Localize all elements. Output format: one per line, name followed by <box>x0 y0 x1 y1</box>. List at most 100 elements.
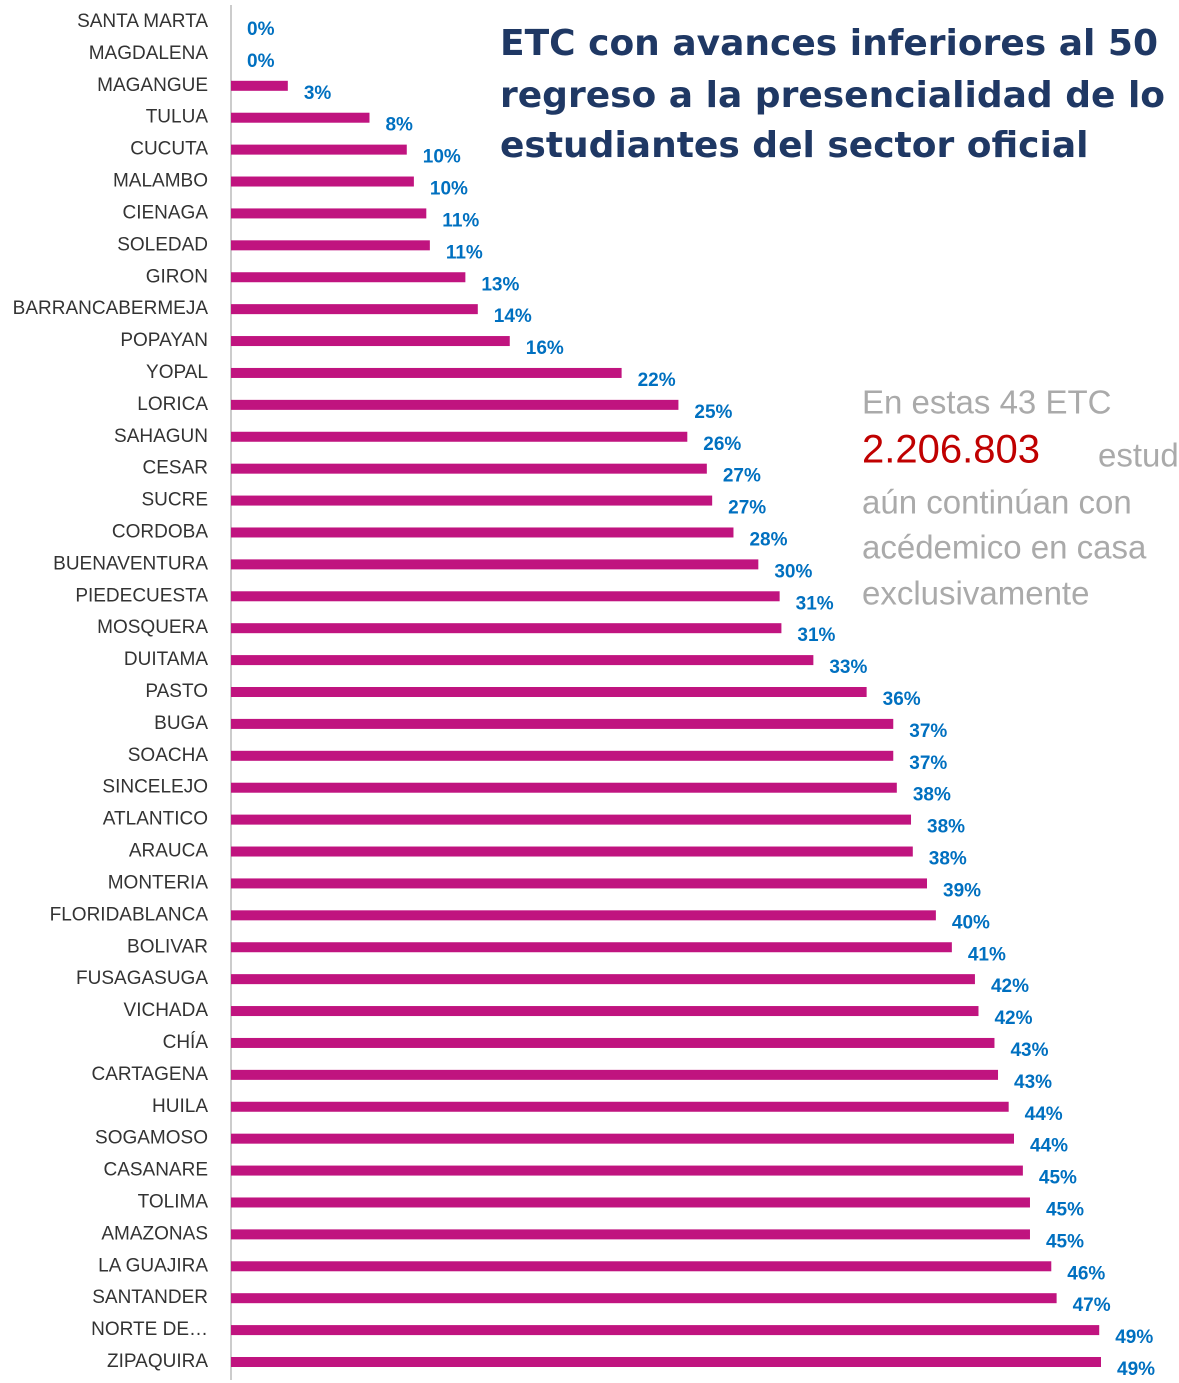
bar <box>231 1165 1023 1176</box>
value-label: 43% <box>1010 1040 1048 1061</box>
value-label: 46% <box>1067 1263 1105 1284</box>
category-label: FLORIDABLANCA <box>50 904 209 925</box>
category-label: FUSAGASUGA <box>76 968 208 989</box>
value-label: 39% <box>943 880 981 901</box>
annotation-number: 2.206.803 <box>862 428 1040 472</box>
bar <box>231 687 867 697</box>
title-line: regreso a la presencialidad de lo <box>500 75 1165 116</box>
value-label: 49% <box>1117 1359 1155 1380</box>
bar <box>231 1197 1030 1208</box>
value-label: 31% <box>796 593 834 614</box>
category-label: SANTANDER <box>92 1287 208 1308</box>
bar <box>231 1229 1030 1240</box>
bar <box>231 336 510 347</box>
category-label: YOPAL <box>146 362 208 383</box>
value-label: 11% <box>446 242 483 263</box>
bar <box>231 144 407 155</box>
bar <box>231 112 370 123</box>
value-label: 47% <box>1073 1295 1111 1316</box>
category-label: CARTAGENA <box>92 1064 209 1085</box>
bar <box>231 367 622 378</box>
bar <box>231 304 478 315</box>
bar <box>231 1037 995 1048</box>
bar <box>231 910 936 921</box>
bar <box>231 1133 1014 1144</box>
value-label: 45% <box>1046 1231 1084 1252</box>
value-label: 27% <box>723 466 761 487</box>
bar <box>231 942 952 953</box>
category-label: AMAZONAS <box>101 1223 208 1244</box>
value-label: 8% <box>385 115 413 136</box>
bar <box>231 463 707 474</box>
category-label: ZIPAQUIRA <box>107 1351 208 1372</box>
value-label: 38% <box>927 817 965 838</box>
category-label: SINCELEJO <box>102 777 208 798</box>
value-label: 42% <box>994 1008 1032 1029</box>
category-label: ARAUCA <box>129 841 209 862</box>
category-label: CIENAGA <box>122 202 208 223</box>
bar <box>231 1293 1057 1304</box>
bar <box>231 272 466 283</box>
category-label: MAGDALENA <box>89 43 209 64</box>
value-label: 44% <box>1030 1136 1068 1157</box>
value-label: 3% <box>304 83 332 104</box>
category-label: CUCUTA <box>130 139 208 160</box>
category-label: PASTO <box>145 681 208 702</box>
category-label: BUGA <box>154 713 208 734</box>
category-label: MALAMBO <box>113 171 208 192</box>
bar <box>231 750 894 761</box>
bar <box>231 495 713 506</box>
category-label: BUENAVENTURA <box>53 553 208 574</box>
category-label: MAGANGUE <box>97 75 208 96</box>
value-label: 37% <box>909 721 947 742</box>
annotation: exclusivamente <box>862 575 1089 612</box>
bar <box>231 1006 979 1017</box>
value-label: 13% <box>481 274 519 295</box>
category-label: BARRANCABERMEJA <box>13 298 209 319</box>
value-label: 16% <box>526 338 564 359</box>
bar <box>231 527 734 538</box>
category-label: SAHAGUN <box>114 426 208 447</box>
category-label: MONTERIA <box>108 872 209 893</box>
category-label: HUILA <box>152 1096 208 1117</box>
bar <box>231 399 679 410</box>
value-label: 30% <box>774 561 812 582</box>
bar <box>231 208 427 219</box>
bar <box>231 1325 1100 1336</box>
bar <box>231 1101 1009 1112</box>
category-label: LORICA <box>137 394 208 415</box>
category-label: BOLIVAR <box>127 936 208 957</box>
bar <box>231 623 782 634</box>
category-label: POPAYAN <box>120 330 208 351</box>
category-label: VICHADA <box>124 1000 209 1021</box>
value-label: 14% <box>494 306 532 327</box>
bar <box>231 974 975 985</box>
bar <box>231 559 759 570</box>
category-label: LA GUAJIRA <box>98 1255 208 1276</box>
value-label: 41% <box>968 944 1006 965</box>
value-label: 45% <box>1046 1199 1084 1220</box>
value-label: 44% <box>1025 1104 1063 1125</box>
category-label: SOLEDAD <box>117 234 208 255</box>
category-label: SOGAMOSO <box>95 1128 208 1149</box>
annotation: acédemico en casa <box>862 529 1147 566</box>
category-label: CHÍA <box>163 1032 209 1053</box>
category-label: CESAR <box>143 458 208 479</box>
value-label: 45% <box>1039 1168 1077 1189</box>
value-label: 33% <box>829 657 867 678</box>
category-label: CASANARE <box>103 1160 208 1181</box>
value-label: 0% <box>247 19 275 40</box>
title-line: estudiantes del sector oficial <box>500 125 1089 166</box>
value-label: 31% <box>797 625 835 646</box>
annotation: estud <box>1098 437 1179 474</box>
value-label: 37% <box>909 753 947 774</box>
category-label: SOACHA <box>128 745 209 766</box>
annotation: aún continúan con <box>862 484 1132 521</box>
value-label: 49% <box>1115 1327 1153 1348</box>
category-label: SUCRE <box>141 490 208 511</box>
annotation: En estas 43 ETC <box>862 384 1111 421</box>
bar <box>231 846 913 857</box>
bar <box>231 176 414 187</box>
value-label: 28% <box>749 529 787 550</box>
